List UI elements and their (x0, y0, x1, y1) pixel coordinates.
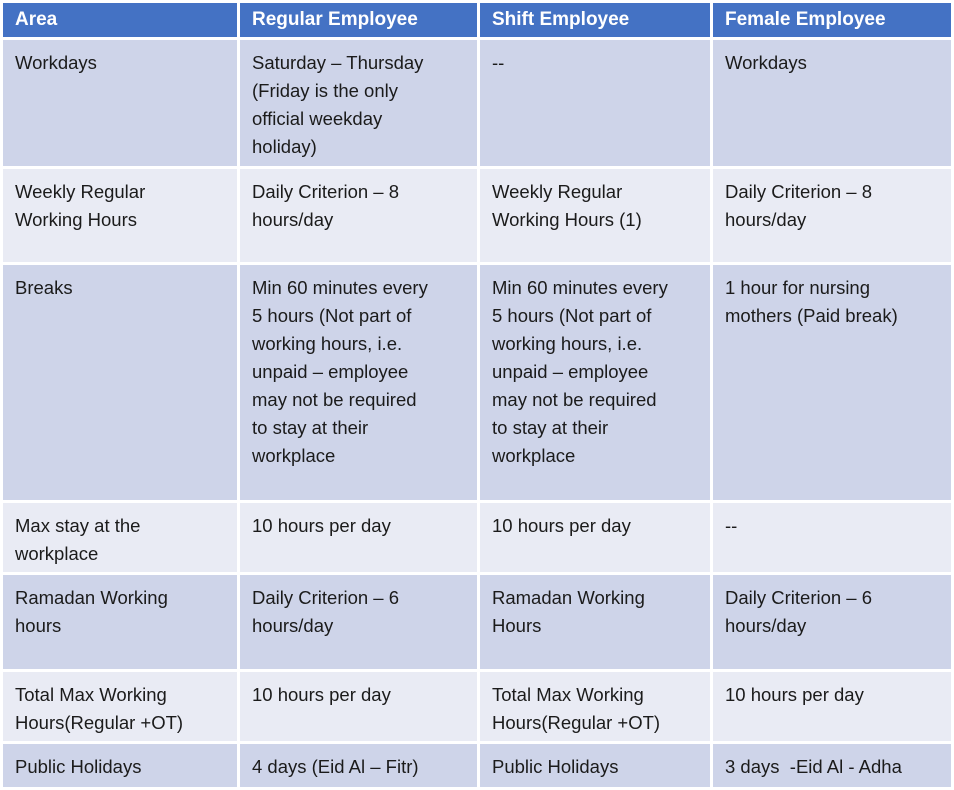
table-cell: Weekly Regular Working Hours (1) (480, 169, 710, 262)
column-header-regular-employee: Regular Employee (240, 3, 477, 37)
table-cell: 10 hours per day (240, 672, 477, 741)
table-cell: -- (480, 40, 710, 166)
table-cell: Total Max Working Hours(Regular +OT) (480, 672, 710, 741)
table-cell: Min 60 minutes every 5 hours (Not part o… (480, 265, 710, 500)
table-cell: 3 days -Eid Al - Adha (713, 744, 951, 787)
table-cell: 10 hours per day (713, 672, 951, 741)
table-row-workdays: Workdays Saturday – Thursday (Friday is … (3, 40, 951, 166)
table-cell: Daily Criterion – 6 hours/day (240, 575, 477, 669)
table-cell: 10 hours per day (480, 503, 710, 572)
table-cell: Min 60 minutes every 5 hours (Not part o… (240, 265, 477, 500)
table-cell: Ramadan Working Hours (480, 575, 710, 669)
header-row: Area Regular Employee Shift Employee Fem… (3, 3, 951, 37)
table-row-weekly-regular-working-hours: Weekly Regular Working Hours Daily Crite… (3, 169, 951, 262)
table-cell: Saturday – Thursday (Friday is the only … (240, 40, 477, 166)
row-label: Max stay at the workplace (3, 503, 237, 572)
table-cell: 4 days (Eid Al – Fitr) (240, 744, 477, 787)
table-cell: 1 hour for nursing mothers (Paid break) (713, 265, 951, 500)
row-label: Breaks (3, 265, 237, 500)
table-row-public-holidays: Public Holidays 4 days (Eid Al – Fitr) P… (3, 744, 951, 787)
row-label: Workdays (3, 40, 237, 166)
table-cell: Daily Criterion – 6 hours/day (713, 575, 951, 669)
table-row-total-max-working-hours: Total Max Working Hours(Regular +OT) 10 … (3, 672, 951, 741)
table-cell: -- (713, 503, 951, 572)
table-cell: Daily Criterion – 8 hours/day (240, 169, 477, 262)
table-cell: Daily Criterion – 8 hours/day (713, 169, 951, 262)
table-row-ramadan-working-hours: Ramadan Working hours Daily Criterion – … (3, 575, 951, 669)
column-header-female-employee: Female Employee (713, 3, 951, 37)
row-label: Weekly Regular Working Hours (3, 169, 237, 262)
table-cell: Public Holidays (480, 744, 710, 787)
column-header-area: Area (3, 3, 237, 37)
row-label: Public Holidays (3, 744, 237, 787)
row-label: Total Max Working Hours(Regular +OT) (3, 672, 237, 741)
table-cell: Workdays (713, 40, 951, 166)
table-row-max-stay: Max stay at the workplace 10 hours per d… (3, 503, 951, 572)
column-header-shift-employee: Shift Employee (480, 3, 710, 37)
table-row-breaks: Breaks Min 60 minutes every 5 hours (Not… (3, 265, 951, 500)
row-label: Ramadan Working hours (3, 575, 237, 669)
table-cell: 10 hours per day (240, 503, 477, 572)
